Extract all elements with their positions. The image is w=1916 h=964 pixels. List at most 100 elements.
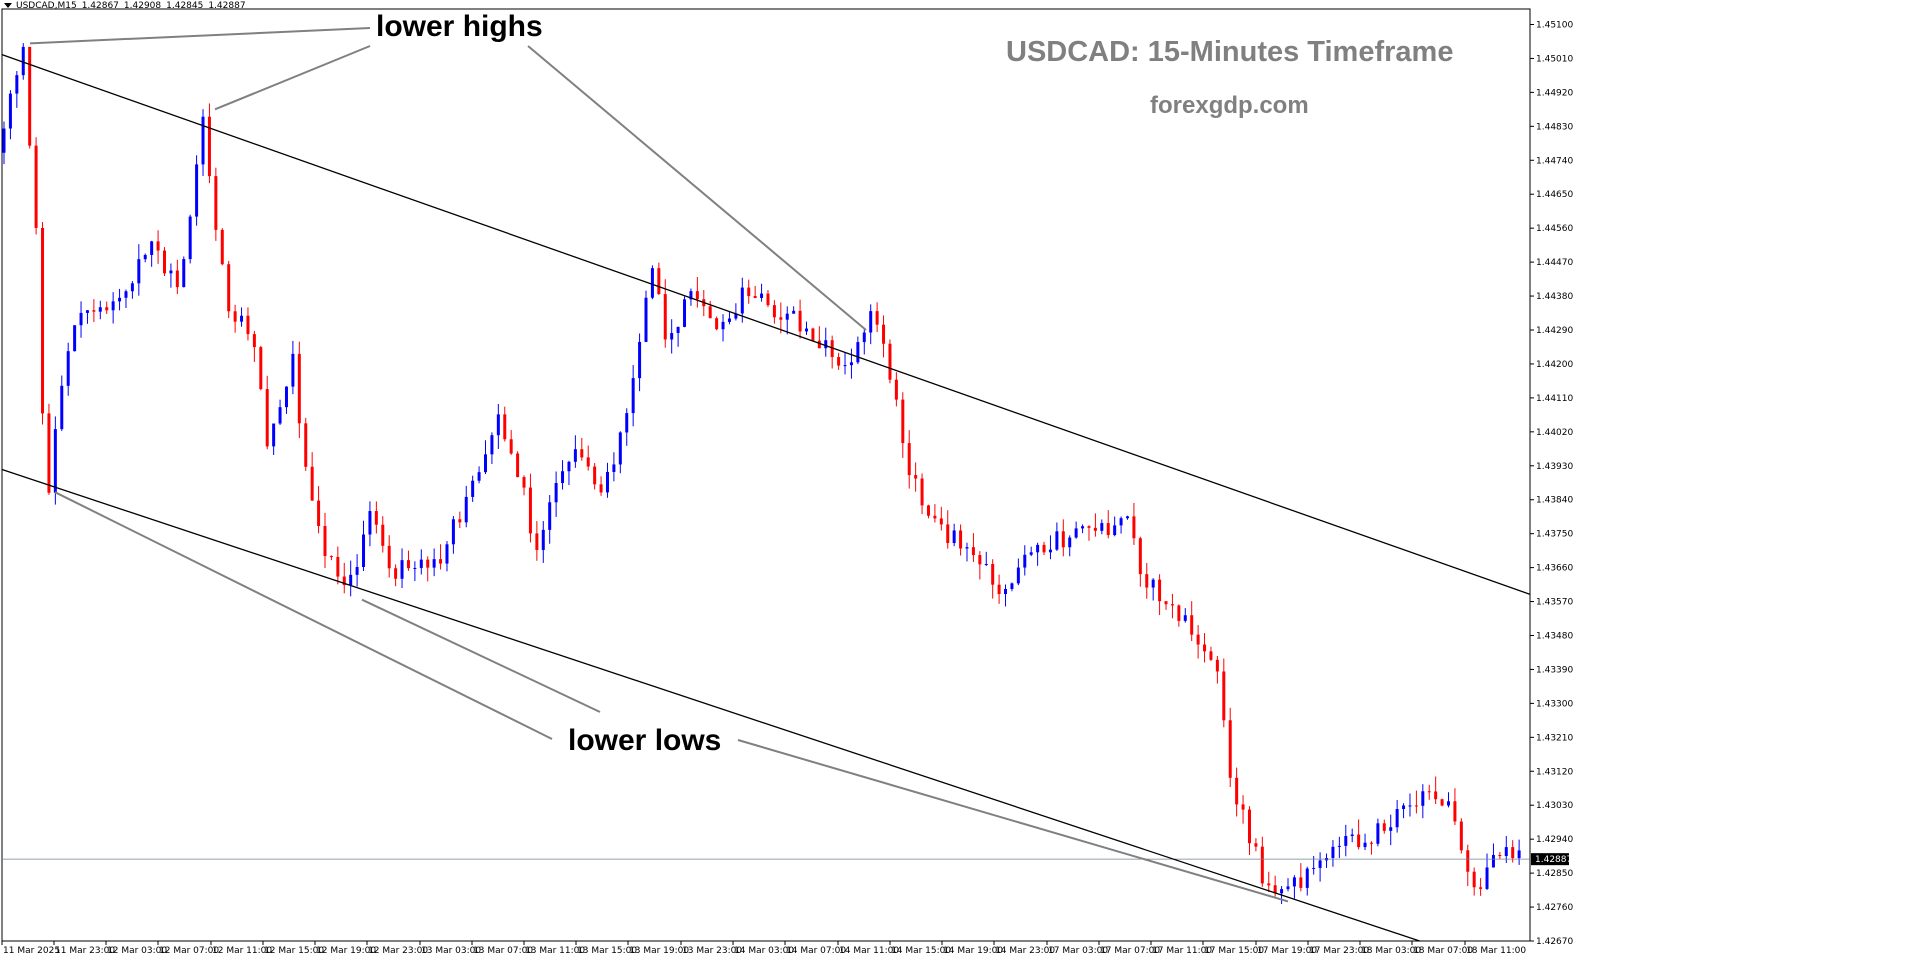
candle-body [1312,867,1316,869]
x-tick-label: 12 Mar 15:00 [264,946,324,956]
candle-body [413,567,417,569]
candle-body [1081,526,1085,529]
x-tick-label: 12 Mar 03:00 [107,946,167,956]
candle-body [766,293,770,306]
current-price-label: 1.42887 [1535,855,1572,865]
candle-body [284,386,288,408]
y-tick-label: 1.43840 [1536,496,1573,506]
candle-body [79,312,83,326]
candle-body [1087,526,1091,528]
candle-body [1106,523,1110,536]
candle-body [15,75,19,94]
y-tick-label: 1.43750 [1536,530,1573,540]
candle-body [1363,842,1367,848]
candle-body [1126,516,1129,519]
candle-body [111,301,115,311]
candle-body [811,328,815,341]
candle-body [965,547,969,549]
candle-body [1498,854,1502,857]
candle-body [445,544,449,564]
candle-body [959,530,963,549]
candle-body [657,268,661,295]
lower-lows-callout-2 [361,598,601,713]
candle-body [451,519,455,545]
candle-body [882,324,886,344]
candle-body [1389,827,1393,831]
candle-body [400,560,404,579]
candle-body [721,321,725,330]
candle-body [785,313,789,320]
candle-body [1472,871,1476,888]
y-tick-label: 1.44830 [1536,122,1573,132]
candle-body [28,46,32,146]
candle-body [317,500,321,527]
candle-body [708,306,712,319]
candle-body [1453,801,1457,822]
candle-body [695,291,699,300]
candle-body [349,574,353,586]
candle-body [901,399,905,444]
candle-body [387,545,391,569]
candle-body [195,164,199,217]
candle-body [252,334,256,348]
candle-body [1170,604,1174,606]
candle-body [265,389,269,447]
candle-body [1222,671,1226,721]
candle-body [1068,537,1072,548]
candle-body [541,529,545,550]
x-tick-label: 13 Mar 03:00 [421,946,481,956]
candle-body [670,333,674,340]
chevron-down-icon[interactable] [4,3,12,8]
x-tick-label: 13 Mar 23:00 [682,946,742,956]
candle-body [259,347,263,390]
candle-body [554,483,558,503]
candle-body [1466,850,1470,872]
candle-body [612,464,616,472]
candle-body [830,340,834,358]
candle-body [85,310,89,313]
y-tick-label: 1.44740 [1536,156,1573,166]
candle-body [342,576,346,586]
candle-body [779,317,783,320]
candle-body [98,307,102,312]
candle-body [34,145,38,228]
candle-body [1093,527,1097,531]
candle-body [689,291,693,300]
candle-body [573,449,577,462]
candle-body [1190,615,1194,635]
candle-body [1010,583,1014,589]
candle-body [907,443,911,476]
candle-body [66,351,70,386]
x-tick-label: 11 Mar 23:00 [55,946,115,956]
candle-body [406,560,410,569]
lower-lows-label: lower lows [568,724,722,757]
y-tick-label: 1.43480 [1536,632,1573,642]
candle-body [60,385,64,430]
candle-body [644,297,648,342]
lower-lows-callout-3 [737,739,1289,903]
candle-body [683,299,687,327]
candle-body [516,453,520,478]
y-tick-label: 1.45100 [1536,21,1573,31]
candle-body [1023,554,1027,568]
candle-body [329,556,333,558]
candle-body [1350,834,1354,837]
candle-body [240,315,244,322]
candle-body [1491,854,1495,868]
x-tick-label: 17 Mar 03:00 [1048,946,1108,956]
lower-highs-callout-3 [527,45,867,331]
lower-highs-callout-2 [214,45,371,111]
candle-body [118,297,122,302]
candle-body [227,264,231,312]
candle-body [1132,516,1136,539]
x-tick-label: 11 Mar 2025 [3,946,60,956]
candle-body [169,270,173,274]
candle-body [124,291,128,298]
candle-body [843,365,847,367]
candle-body [631,378,635,414]
candle-body [355,567,359,575]
candle-body [997,584,1001,595]
candle-body [593,466,597,485]
